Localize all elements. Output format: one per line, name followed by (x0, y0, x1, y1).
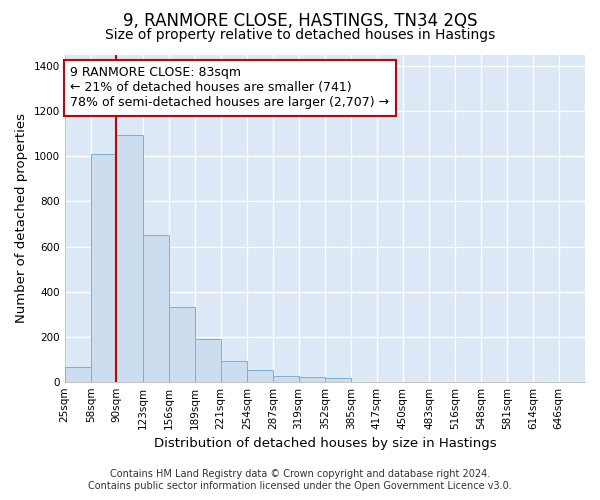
Bar (325, 378, 351, 382)
Bar (299, 377, 325, 382)
X-axis label: Distribution of detached houses by size in Hastings: Distribution of detached houses by size … (154, 437, 496, 450)
Bar (143, 235, 169, 382)
Text: 9 RANMORE CLOSE: 83sqm
← 21% of detached houses are smaller (741)
78% of semi-de: 9 RANMORE CLOSE: 83sqm ← 21% of detached… (70, 66, 389, 110)
Bar (169, 308, 195, 382)
Text: Size of property relative to detached houses in Hastings: Size of property relative to detached ho… (105, 28, 495, 42)
Y-axis label: Number of detached properties: Number of detached properties (15, 114, 28, 324)
Bar (65, 367, 91, 382)
Text: 9, RANMORE CLOSE, HASTINGS, TN34 2QS: 9, RANMORE CLOSE, HASTINGS, TN34 2QS (123, 12, 477, 30)
Bar (221, 362, 247, 382)
Bar (273, 376, 299, 382)
Bar (91, 154, 116, 382)
Bar (116, 135, 143, 382)
Text: Contains HM Land Registry data © Crown copyright and database right 2024.
Contai: Contains HM Land Registry data © Crown c… (88, 470, 512, 491)
Bar (195, 339, 221, 382)
Bar (247, 370, 273, 382)
